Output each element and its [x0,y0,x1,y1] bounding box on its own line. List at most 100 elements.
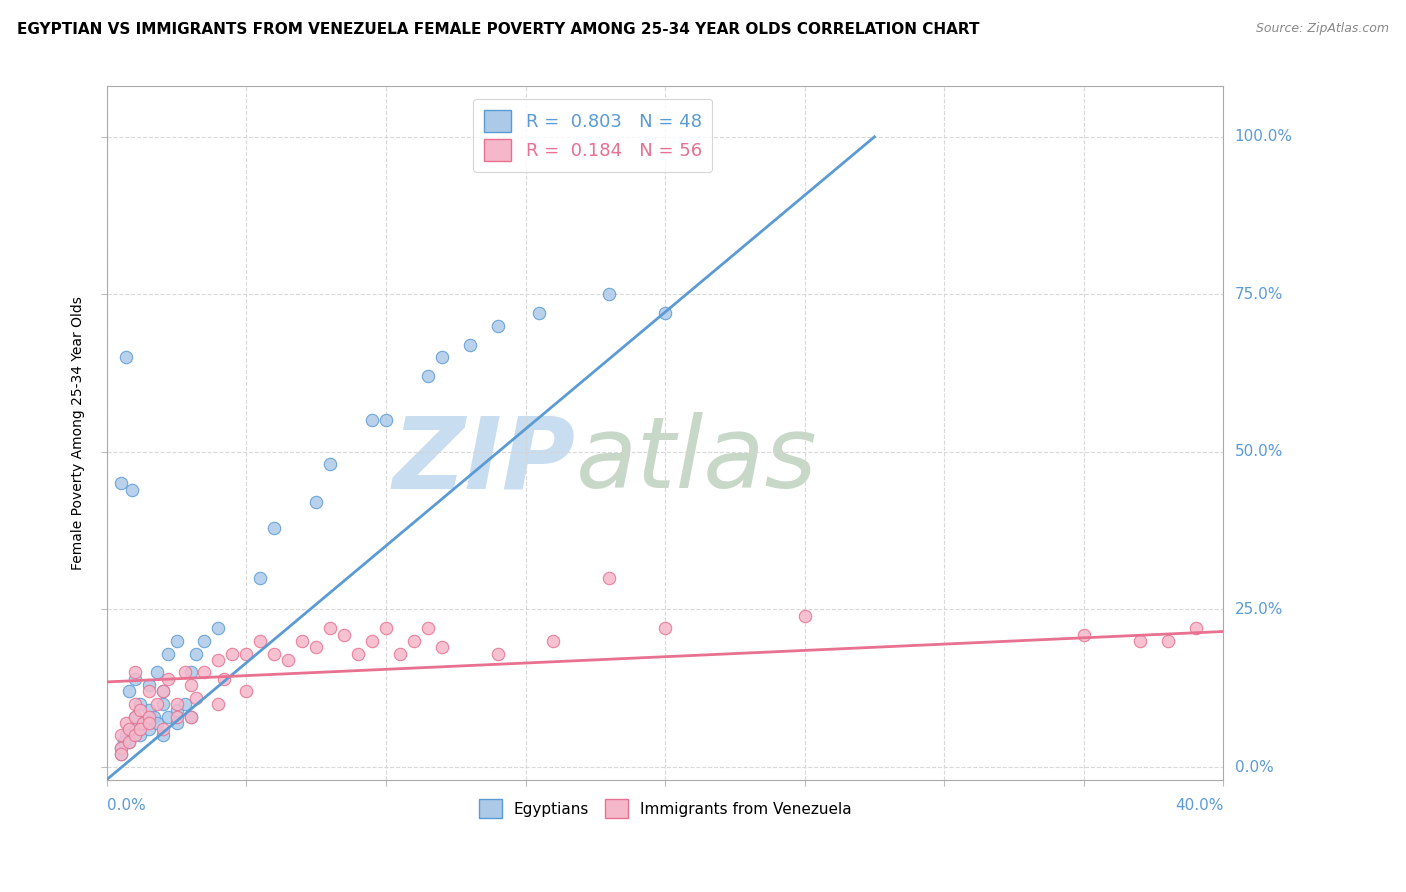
Point [138,684,160,698]
Point [1156,634,1178,648]
Text: 100.0%: 100.0% [1234,129,1292,145]
Point [184,647,207,661]
Point [249,571,271,585]
Point [374,413,396,427]
Point [193,665,215,680]
Point [129,703,152,717]
Point [129,722,152,736]
Point [263,647,285,661]
Point [152,684,174,698]
Point [249,634,271,648]
Text: 0.0%: 0.0% [1234,759,1274,774]
Point [118,735,141,749]
Point [129,697,152,711]
Point [319,458,342,472]
Point [118,722,141,736]
Text: 50.0%: 50.0% [1234,444,1282,459]
Point [212,672,235,686]
Point [305,495,328,509]
Point [347,647,370,661]
Point [146,665,169,680]
Point [174,697,197,711]
Point [110,476,132,491]
Point [207,621,229,635]
Point [305,640,328,655]
Point [277,653,299,667]
Point [138,703,160,717]
Point [143,709,166,723]
Point [416,621,439,635]
Point [180,709,202,723]
Point [319,621,342,635]
Point [180,709,202,723]
Point [138,722,160,736]
Point [166,715,188,730]
Text: atlas: atlas [576,412,817,509]
Point [543,634,565,648]
Point [124,709,146,723]
Point [138,715,160,730]
Point [132,715,155,730]
Point [166,697,188,711]
Point [207,653,229,667]
Point [486,647,509,661]
Point [486,318,509,333]
Point [157,647,180,661]
Point [180,678,202,692]
Point [115,351,138,365]
Point [110,747,132,762]
Point [430,351,453,365]
Point [361,413,384,427]
Point [174,665,197,680]
Text: Source: ZipAtlas.com: Source: ZipAtlas.com [1256,22,1389,36]
Point [124,722,146,736]
Point [1073,627,1095,641]
Point [458,337,481,351]
Point [291,634,314,648]
Point [402,634,425,648]
Text: 25.0%: 25.0% [1234,602,1282,617]
Point [129,729,152,743]
Point [361,634,384,648]
Point [138,678,160,692]
Point [1129,634,1152,648]
Text: 0.0%: 0.0% [107,798,145,814]
Text: 75.0%: 75.0% [1234,287,1282,301]
Text: ZIP: ZIP [392,412,576,509]
Point [146,715,169,730]
Point [180,665,202,680]
Point [121,483,143,497]
Point [166,634,188,648]
Text: EGYPTIAN VS IMMIGRANTS FROM VENEZUELA FEMALE POVERTY AMONG 25-34 YEAR OLDS CORRE: EGYPTIAN VS IMMIGRANTS FROM VENEZUELA FE… [17,22,980,37]
Point [263,520,285,534]
Point [118,735,141,749]
Point [157,709,180,723]
Point [124,709,146,723]
Y-axis label: Female Poverty Among 25-34 Year Olds: Female Poverty Among 25-34 Year Olds [72,296,86,570]
Point [529,306,551,320]
Point [221,647,243,661]
Point [118,684,141,698]
Point [598,287,620,301]
Point [654,621,676,635]
Point [110,747,132,762]
Point [184,690,207,705]
Point [166,703,188,717]
Point [388,647,411,661]
Point [152,697,174,711]
Point [193,634,215,648]
Point [152,684,174,698]
Point [110,729,132,743]
Legend: Egyptians, Immigrants from Venezuela: Egyptians, Immigrants from Venezuela [472,793,858,824]
Point [793,608,815,623]
Point [654,306,676,320]
Text: 40.0%: 40.0% [1175,798,1223,814]
Point [138,709,160,723]
Point [374,621,396,635]
Point [235,647,257,661]
Point [124,665,146,680]
Point [1184,621,1206,635]
Point [124,672,146,686]
Point [124,729,146,743]
Point [152,722,174,736]
